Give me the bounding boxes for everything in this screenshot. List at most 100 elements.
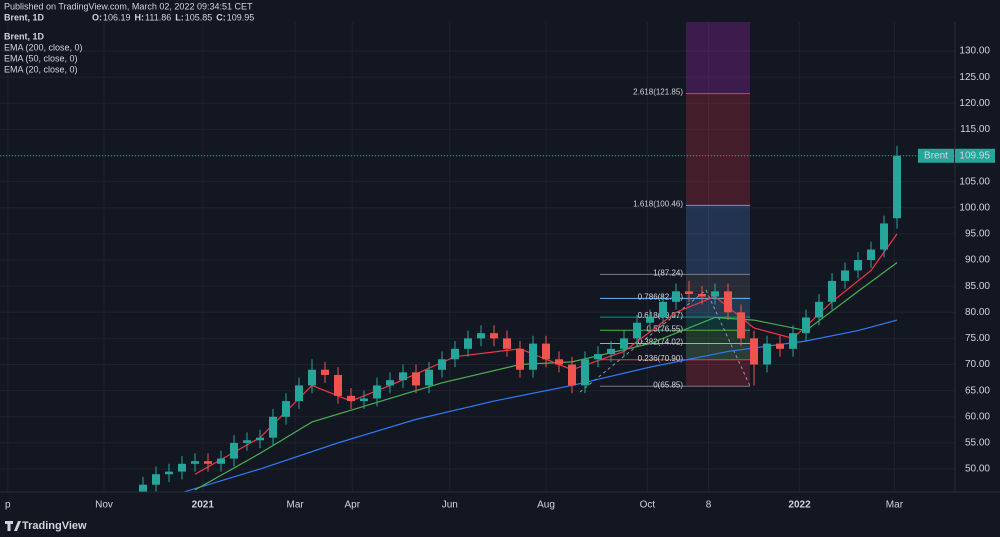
legend-entry: EMA (50, close, 0) xyxy=(4,53,78,63)
candle-body xyxy=(867,249,876,261)
candle-body xyxy=(581,359,590,386)
candle-body xyxy=(399,372,408,381)
y-tick-label: 90.00 xyxy=(965,255,990,266)
candle-body xyxy=(191,461,200,464)
candle-body xyxy=(178,463,187,472)
candle-body xyxy=(698,293,707,297)
candle-body xyxy=(269,416,278,438)
candle-body xyxy=(412,372,421,386)
y-tick-label: 85.00 xyxy=(965,281,990,292)
candle-body xyxy=(711,291,720,297)
fib-zone xyxy=(686,205,750,275)
candle-body xyxy=(880,223,889,250)
candle-body xyxy=(204,461,213,464)
candle-body xyxy=(737,312,746,339)
candle-body xyxy=(360,398,369,402)
y-tick-label: 80.00 xyxy=(965,307,990,318)
x-tick-label: 2021 xyxy=(192,500,215,511)
y-tick-label: 50.00 xyxy=(965,464,990,475)
y-tick-label: 130.00 xyxy=(959,46,990,57)
candle-body xyxy=(646,317,655,323)
fib-label: 0.786(82.66) xyxy=(638,292,684,301)
x-tick-label: Aug xyxy=(537,500,555,511)
y-tick-label: 120.00 xyxy=(959,98,990,109)
candle-body xyxy=(490,333,499,339)
ohlc-value: 106.19 xyxy=(103,12,131,22)
y-tick-label: 100.00 xyxy=(959,202,990,213)
price-tag xyxy=(955,148,995,163)
legend-entry: EMA (200, close, 0) xyxy=(4,42,83,52)
ohlc: O: 106.19 H: 111.86 L: 105.85 C: 109.95 xyxy=(92,12,254,22)
legend-entry: Brent, 1D xyxy=(4,31,45,41)
candle-body xyxy=(256,437,265,441)
candle-body xyxy=(763,343,772,365)
candle-body xyxy=(451,348,460,360)
price-tag-value: 109.95 xyxy=(959,150,990,161)
candle-body xyxy=(672,291,681,302)
fib-zone xyxy=(686,343,750,360)
published: Published on TradingView.com, March 02, … xyxy=(4,1,253,11)
candle-body xyxy=(568,364,577,386)
y-tick-label: 55.00 xyxy=(965,438,990,449)
candle-body xyxy=(152,474,161,485)
x-tick-label: Mar xyxy=(886,500,904,511)
x-tick-label: 8 xyxy=(706,500,712,511)
x-tick-label: p xyxy=(5,500,11,511)
y-tick-label: 95.00 xyxy=(965,229,990,240)
candle-body xyxy=(334,374,343,396)
candle-body xyxy=(477,333,486,339)
y-tick-label: 65.00 xyxy=(965,385,990,396)
ohlc-label: L: xyxy=(175,12,184,22)
candle-body xyxy=(321,369,330,375)
candle-body xyxy=(347,395,356,402)
ohlc-value: 105.85 xyxy=(185,12,213,22)
candle-body xyxy=(516,348,525,370)
candle-body xyxy=(841,270,850,281)
fib-label: 2.618(121.85) xyxy=(633,88,683,97)
candle-body xyxy=(685,291,694,294)
fib-zone xyxy=(686,22,750,94)
candle-body xyxy=(243,440,252,443)
x-tick-label: 2022 xyxy=(788,500,811,511)
symbol: Brent, 1D xyxy=(4,12,45,22)
candle-body xyxy=(815,301,824,318)
fib-zone xyxy=(686,359,750,387)
x-tick-label: Mar xyxy=(286,500,304,511)
candle-body xyxy=(724,291,733,313)
ohlc-label: H: xyxy=(135,12,145,22)
fib-label: 1(87.24) xyxy=(653,269,683,278)
candle-body xyxy=(542,343,551,360)
candle-body xyxy=(217,458,226,464)
fib-zone xyxy=(686,317,750,331)
candle-body xyxy=(750,338,759,365)
candle-body xyxy=(893,155,902,219)
y-tick-label: 115.00 xyxy=(960,124,990,135)
candle-body xyxy=(308,369,317,386)
candle-body xyxy=(438,359,447,370)
fib-label: 0(65.85) xyxy=(653,380,683,389)
ohlc-value: 109.95 xyxy=(227,12,255,22)
fib-label: 0.5(76.55) xyxy=(647,324,684,333)
candle-body xyxy=(607,348,616,355)
candle-body xyxy=(464,338,473,349)
y-tick-label: 125.00 xyxy=(959,72,990,83)
candle-body xyxy=(139,484,148,492)
y-tick-label: 70.00 xyxy=(965,359,990,370)
candle-body xyxy=(295,385,304,402)
fib-label: 0.236(70.90) xyxy=(638,354,684,363)
candle-body xyxy=(854,260,863,271)
ohlc-value: 111.86 xyxy=(145,12,171,22)
fib-label: 0.382(74.02) xyxy=(638,338,684,347)
legend-entry: EMA (20, close, 0) xyxy=(4,64,78,74)
candle-body xyxy=(386,380,395,386)
fib-zone xyxy=(686,93,750,206)
candle-body xyxy=(282,401,291,417)
price-tag-name: Brent xyxy=(924,150,948,161)
candle-body xyxy=(659,301,668,318)
candle-body xyxy=(789,333,798,349)
brand: TradingView xyxy=(22,520,87,532)
x-tick-label: Apr xyxy=(345,500,361,511)
